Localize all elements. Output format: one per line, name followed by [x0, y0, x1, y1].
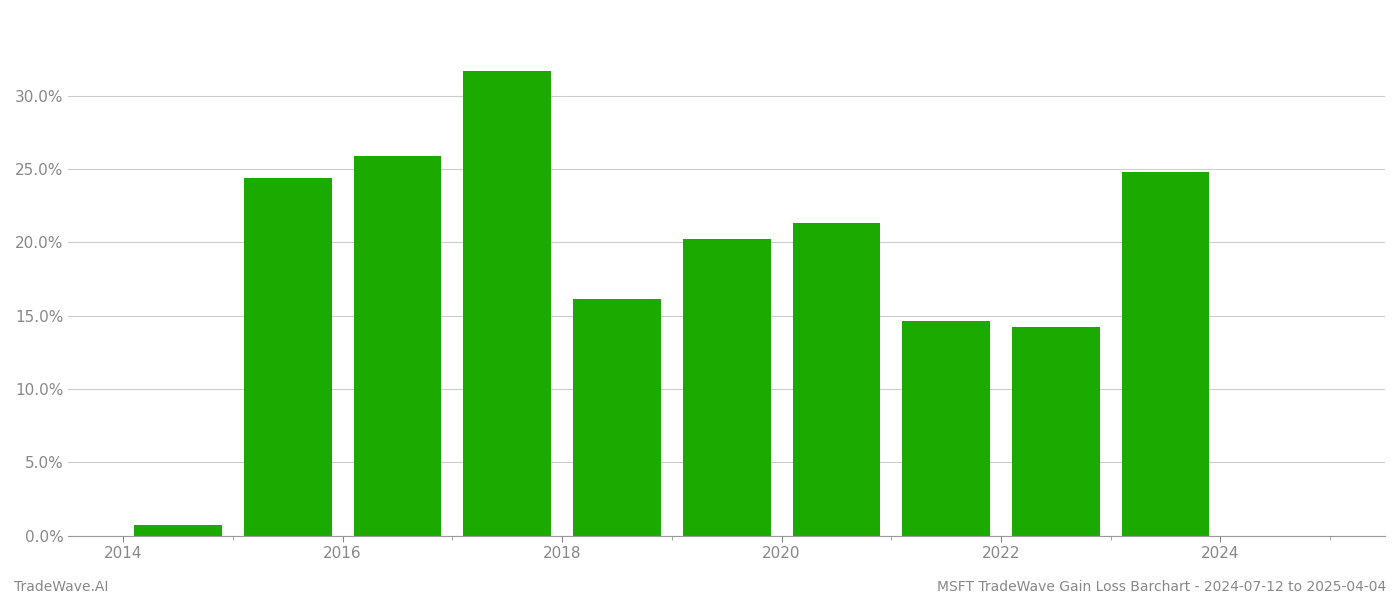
- Text: MSFT TradeWave Gain Loss Barchart - 2024-07-12 to 2025-04-04: MSFT TradeWave Gain Loss Barchart - 2024…: [937, 580, 1386, 594]
- Bar: [1012, 328, 1100, 536]
- Bar: [902, 322, 990, 536]
- Text: TradeWave.AI: TradeWave.AI: [14, 580, 108, 594]
- Bar: [683, 239, 770, 536]
- Bar: [573, 299, 661, 536]
- Bar: [134, 526, 223, 536]
- Bar: [354, 156, 441, 536]
- Bar: [463, 71, 552, 536]
- Bar: [1121, 172, 1210, 536]
- Bar: [244, 178, 332, 536]
- Bar: [792, 223, 881, 536]
